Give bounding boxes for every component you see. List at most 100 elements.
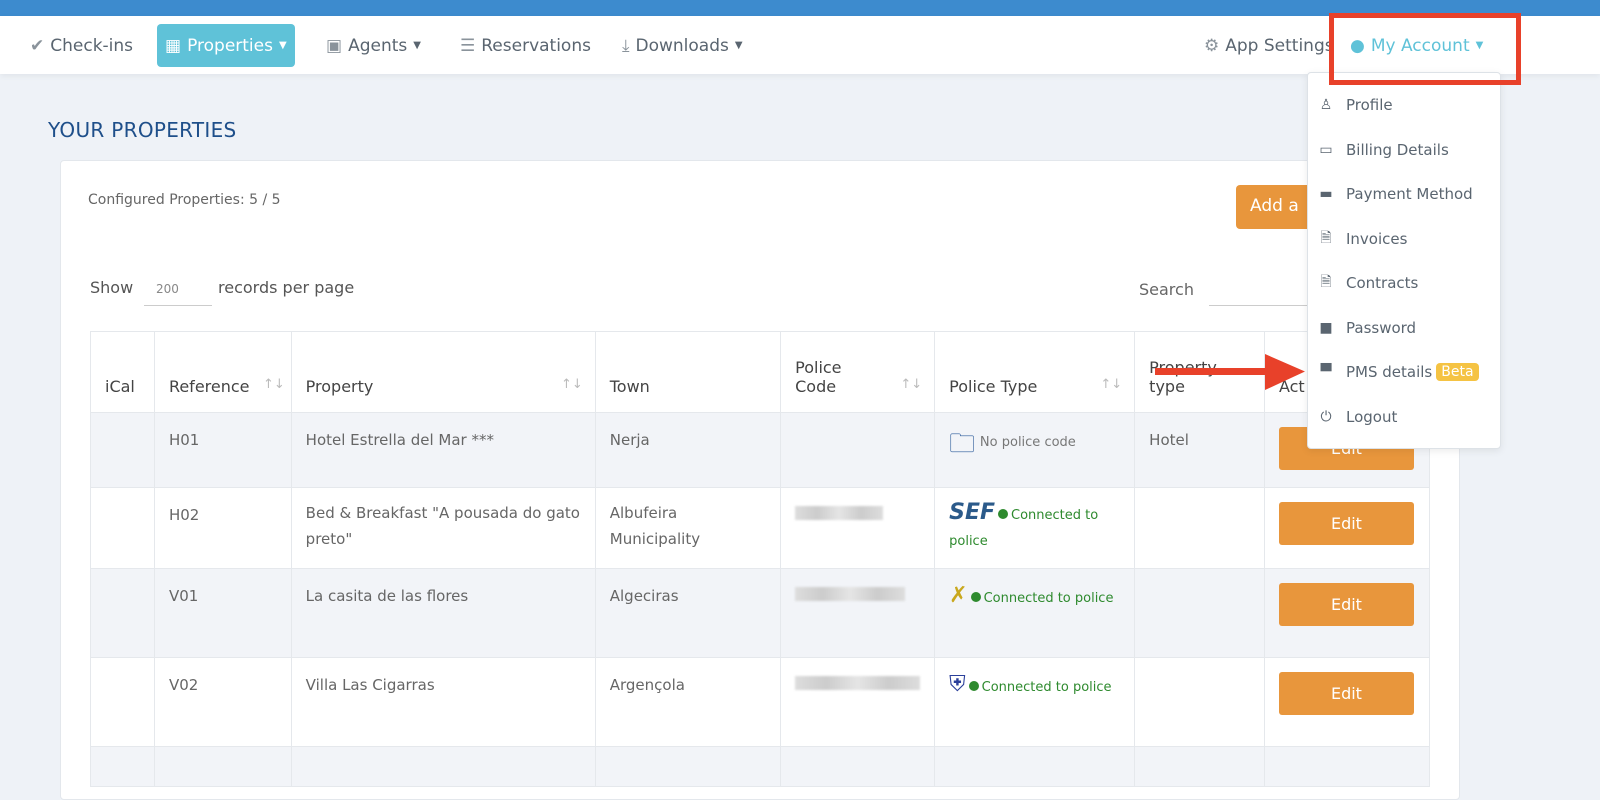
property-cell: Villa Las Cigarras — [290, 657, 596, 747]
menu-item-payment-method[interactable]: ▬ Payment Method — [1318, 179, 1473, 209]
file-icon: 🗎 — [1320, 230, 1332, 246]
table-row: V01 La casita de las flores Algeciras ✗ C… — [90, 568, 1431, 658]
header-label: Act — [1278, 377, 1305, 396]
menu-item-profile[interactable]: ♙ Profile — [1318, 90, 1393, 120]
header-label: Reference — [168, 377, 250, 396]
policia-nacional-logo: ⛨ — [949, 672, 966, 697]
menu-label: Logout — [1346, 408, 1398, 426]
sort-icon: ↑↓ — [560, 377, 583, 392]
nav-downloads[interactable]: ⤓ Downloads ▼ — [614, 24, 751, 67]
sef-logo: SEF — [949, 500, 996, 525]
nav-reservations[interactable]: ☰ Reservations — [452, 24, 599, 67]
table-row: H01 Hotel Estrella del Mar *** Nerja 🗀 N… — [90, 412, 1431, 488]
menu-item-invoices[interactable]: 🗎 Invoices — [1318, 224, 1407, 254]
property-cell: Bed & Breakfast "A pousada do gato preto… — [290, 487, 596, 569]
col-ical[interactable]: iCal — [90, 331, 155, 413]
annotation-highlight-box — [1329, 13, 1521, 85]
sort-icon: ↑↓ — [1100, 377, 1123, 392]
police-type-cell: 🗀 No police code — [934, 412, 1136, 488]
annotation-arrow-icon — [1155, 354, 1305, 390]
col-reference[interactable]: Reference ↑↓ — [153, 331, 292, 413]
menu-item-billing-details[interactable]: ▭ Billing Details — [1318, 135, 1448, 165]
menu-item-password[interactable]: ■ Password — [1318, 313, 1416, 343]
header-label: Police Type — [949, 377, 1038, 396]
search-label: Search — [1139, 280, 1194, 299]
police-status: Connected to police — [983, 591, 1114, 606]
list-icon: ☰ — [460, 35, 476, 56]
chevron-down-icon: ▼ — [413, 40, 421, 51]
menu-item-contracts[interactable]: 🗎 Contracts — [1318, 268, 1418, 298]
menu-label: Profile — [1346, 96, 1393, 114]
menu-item-pms-details[interactable]: ▀ PMS details Beta — [1318, 357, 1479, 387]
nav-app-settings[interactable]: ⚙ App Settings — [1196, 24, 1342, 67]
per-page-select[interactable]: 200 — [144, 280, 212, 306]
nav-label: Properties — [187, 35, 273, 56]
menu-item-logout[interactable]: ⏻ Logout — [1318, 402, 1397, 432]
wallet-icon: ▭ — [1319, 142, 1333, 158]
header-label: iCal — [105, 377, 135, 396]
police-code-cell — [780, 487, 936, 569]
police-status: Connected to police — [981, 680, 1112, 695]
town-cell: Algeciras — [594, 568, 782, 658]
configured-count: Configured Properties: 5 / 5 — [88, 192, 281, 208]
check-icon: ✔ — [30, 35, 45, 56]
property-cell: Hotel Estrella del Mar *** — [290, 412, 596, 488]
col-property[interactable]: Property ↑↓ — [290, 331, 596, 413]
power-icon: ⏻ — [1320, 409, 1332, 425]
menu-label: PMS details — [1346, 363, 1433, 381]
gear-icon: ⚙ — [1204, 35, 1220, 56]
col-police-type[interactable]: Police Type ↑↓ — [934, 331, 1136, 413]
menu-label: Password — [1346, 319, 1417, 337]
town-cell: Nerja — [594, 412, 782, 488]
nav-properties[interactable]: ▦ Properties ▼ — [157, 24, 295, 67]
nav-agents[interactable]: ▣ Agents ▼ — [318, 24, 429, 67]
redacted-code — [795, 506, 884, 520]
chevron-down-icon: ▼ — [734, 40, 743, 51]
menu-label: Invoices — [1346, 230, 1408, 248]
police-code-cell — [780, 412, 936, 488]
town-cell: Argençola — [594, 657, 782, 747]
header-label: Property — [305, 377, 374, 396]
file-icon: 🗎 — [1320, 274, 1332, 290]
lock-icon: ■ — [1319, 320, 1333, 336]
edit-button[interactable]: Edit — [1278, 502, 1414, 545]
reference-cell: V02 — [153, 657, 292, 747]
reference-cell: H01 — [153, 412, 292, 488]
police-type-cell: SEF Connected to police — [934, 487, 1136, 569]
id-card-icon: ▣ — [326, 35, 343, 56]
col-police-code[interactable]: Police Code ↑↓ — [780, 331, 936, 413]
nav-check-ins[interactable]: ✔ Check-ins — [22, 24, 141, 67]
actions-cell: Edit — [1263, 487, 1431, 569]
police-status: No police code — [979, 435, 1076, 450]
properties-table: iCal Reference ↑↓ Property ↑↓ Town Police … — [90, 331, 1431, 787]
property-type-cell: Hotel — [1134, 412, 1265, 488]
search-input[interactable] — [1209, 305, 1309, 306]
nav-label: App Settings — [1225, 35, 1334, 56]
beta-badge: Beta — [1436, 363, 1479, 381]
reference-cell: V01 — [153, 568, 292, 658]
redacted-code — [795, 587, 906, 601]
download-icon: ⤓ — [622, 35, 630, 56]
menu-label: Contracts — [1346, 274, 1419, 292]
nav-my-account[interactable]: ● My Account ▼ — [1342, 24, 1491, 67]
table-row — [90, 746, 1431, 787]
top-bar — [0, 0, 1600, 16]
edit-button[interactable]: Edit — [1278, 583, 1414, 626]
header-label: Police Code — [795, 358, 842, 396]
edit-button[interactable]: Edit — [1278, 672, 1414, 715]
reference-cell: H02 — [153, 487, 292, 569]
town-cell: Albufeira Municipality — [594, 487, 782, 569]
status-dot — [998, 509, 1009, 519]
sort-icon: ↑↓ — [900, 377, 923, 392]
police-type-cell: ✗ Connected to police — [934, 568, 1136, 658]
account-dropdown-menu: ♙ Profile ▭ Billing Details ▬ Payment Metho… — [1307, 72, 1501, 449]
police-code-cell — [780, 657, 936, 747]
nav-label: Reservations — [481, 35, 591, 56]
menu-label: Payment Method — [1346, 185, 1473, 203]
nav-label: Downloads — [635, 35, 729, 56]
redacted-code — [795, 676, 921, 690]
col-town[interactable]: Town — [594, 331, 782, 413]
status-dot — [970, 592, 981, 602]
nav-label: Agents — [348, 35, 408, 56]
page-title: YOUR PROPERTIES — [48, 118, 237, 142]
